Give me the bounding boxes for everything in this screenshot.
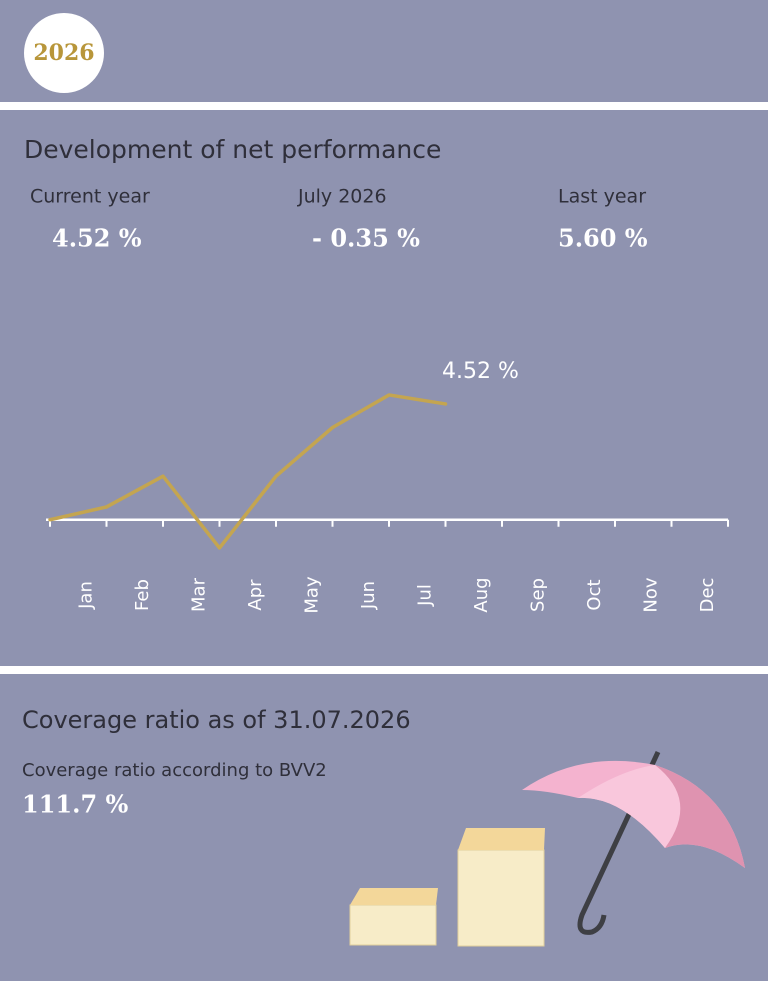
stat-value: 4.52 % (52, 224, 142, 253)
x-tick-label: Jan (75, 581, 96, 610)
umbrella-handle (577, 750, 661, 935)
coverage-value: 111.7 % (22, 790, 129, 819)
coverage-label: Coverage ratio according to BVV2 (22, 760, 327, 781)
line (104, 393, 448, 550)
separator (0, 102, 768, 110)
x-tick-label: Feb (132, 579, 153, 611)
x-tick-label: Apr (245, 579, 266, 611)
x-tick-label: Jun (358, 581, 379, 610)
stat-value: 5.60 % (558, 224, 648, 253)
section-title: Coverage ratio as of 31.07.2026 (22, 706, 411, 734)
umbrella-panel (578, 765, 683, 848)
coin-stack (349, 904, 437, 946)
year[interactable]: 2026 (33, 40, 94, 66)
stat-label: July 2026 (297, 186, 387, 208)
illustration (349, 750, 745, 947)
coin-top (458, 828, 545, 850)
year-badge[interactable] (24, 13, 104, 93)
x-tick-label: Mar (188, 577, 209, 612)
x-tick-label: Nov (640, 577, 661, 612)
chart: Jan Feb Mar Apr May Jun Jul Aug Sep Oct Nov Dec 4.52… (46, 359, 729, 614)
x-tick-label: Jul (414, 584, 435, 607)
stat-label: Last year (558, 186, 646, 208)
line-start (48, 505, 109, 522)
coin-top (350, 888, 438, 905)
x-tick-label: Dec (697, 578, 718, 613)
x-tick-label: Oct (584, 579, 605, 610)
x-tick-label: Sep (527, 578, 548, 612)
coin-stack (457, 849, 545, 947)
x-tick-label: May (301, 576, 322, 614)
x-tick-label: Aug (471, 577, 492, 612)
stat-label: Current year (30, 186, 150, 208)
separator (0, 666, 768, 674)
data-label: 4.52 % (442, 359, 519, 384)
umbrella-panel (655, 765, 745, 868)
stat-value: - 0.35 % (312, 224, 420, 253)
section-title: Development of net performance (24, 135, 441, 164)
